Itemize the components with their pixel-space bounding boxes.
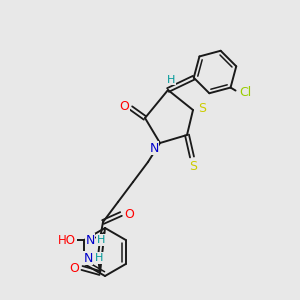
Text: N: N [149, 142, 159, 154]
Text: O: O [119, 100, 129, 113]
Text: H: H [167, 75, 175, 85]
Text: S: S [189, 160, 197, 172]
Text: O: O [69, 262, 79, 275]
Text: H: H [95, 253, 103, 263]
Text: H: H [97, 235, 105, 245]
Text: Cl: Cl [239, 86, 252, 99]
Text: HO: HO [58, 233, 76, 247]
Text: N: N [85, 233, 95, 247]
Text: S: S [198, 101, 206, 115]
Text: O: O [124, 208, 134, 220]
Text: N: N [83, 251, 93, 265]
